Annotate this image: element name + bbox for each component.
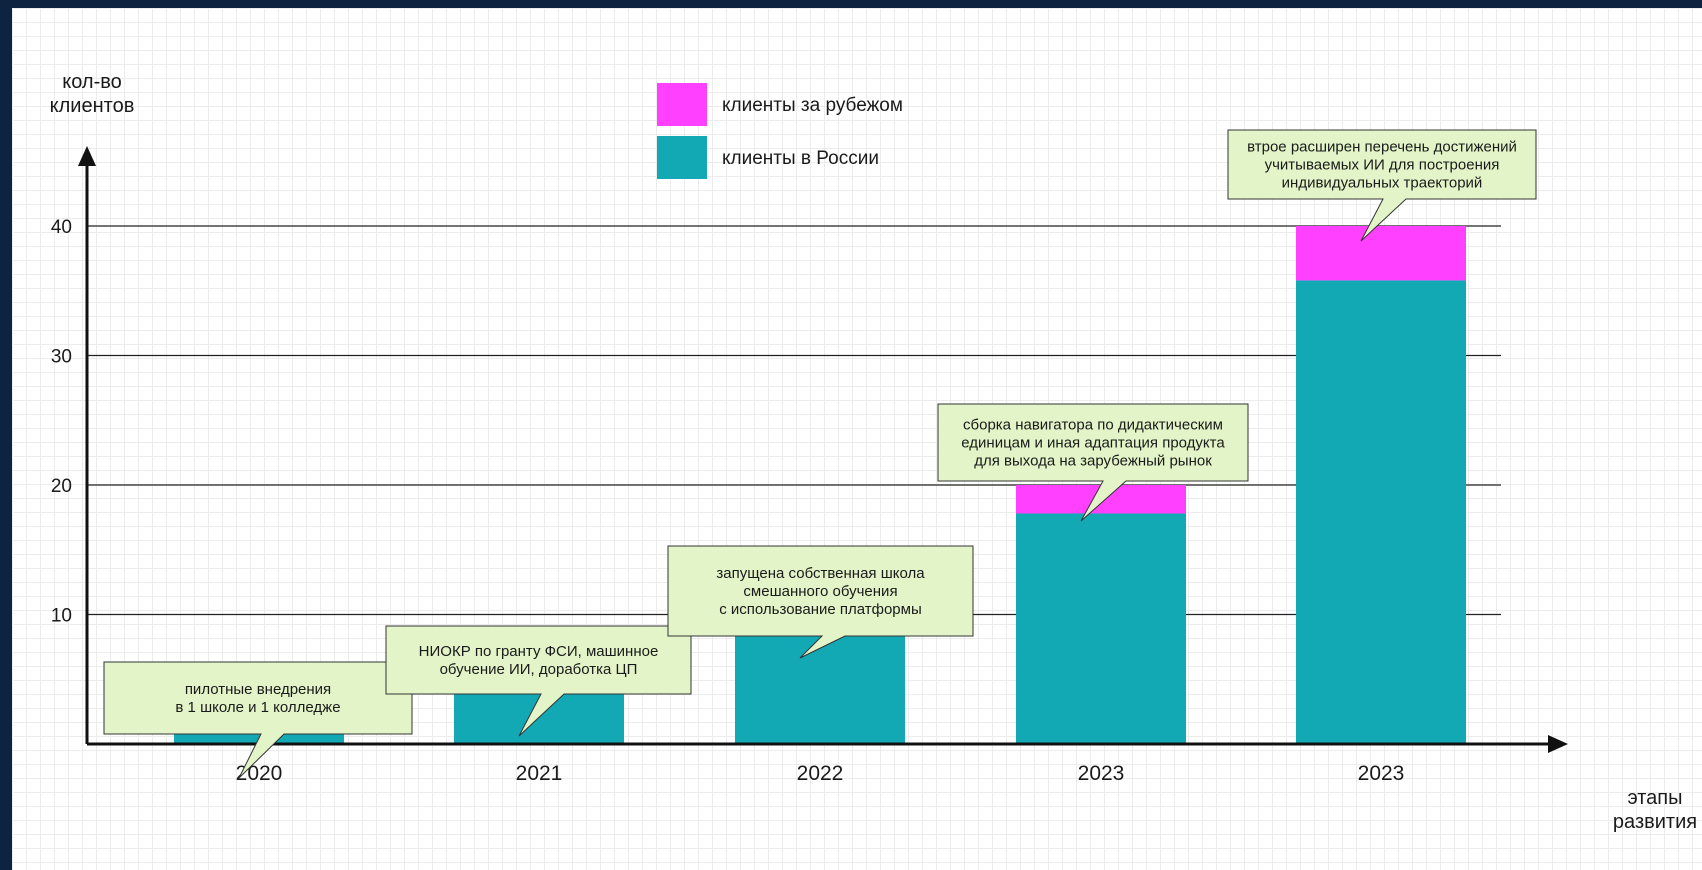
legend-label-abroad: клиенты за рубежом <box>722 95 903 116</box>
bar-russia-4 <box>1296 280 1466 744</box>
x-tick-label: 2021 <box>516 762 563 785</box>
bar-abroad-4 <box>1296 226 1466 281</box>
y-axis-title: кол-во клиентов <box>50 71 135 117</box>
legend-label-russia: клиенты в России <box>722 148 879 169</box>
callout-box-0 <box>103 661 413 779</box>
legend-swatch-abroad <box>657 83 707 126</box>
x-tick-label: 2022 <box>797 762 844 785</box>
callout-text-4: втрое расширен перечень достижений учитыв… <box>1247 139 1517 192</box>
callout-box-2 <box>667 545 974 659</box>
x-axis-arrow <box>1548 735 1568 753</box>
legend-swatch-russia <box>657 136 707 179</box>
callout-text-2: запущена собственная школа смешанного обу… <box>716 565 925 618</box>
x-tick-label: 2023 <box>1078 762 1125 785</box>
callout-text-0: пилотные внедрения в 1 школе и 1 колледже <box>175 681 340 716</box>
callout-box-4 <box>1227 129 1537 242</box>
y-tick-label: 30 <box>51 347 72 368</box>
x-tick-label: 2023 <box>1358 762 1405 785</box>
callout-text-1: НИОКР по гранту ФСИ, машинное обучение ИИ… <box>419 643 659 678</box>
bar-russia-3 <box>1016 513 1186 744</box>
x-axis-title: этапы развития <box>1613 787 1697 833</box>
callout-box-3 <box>937 403 1249 522</box>
y-tick-label: 40 <box>51 217 72 238</box>
callout-box-1 <box>385 625 692 737</box>
callout-text-3: сборка навигатора по дидактическим единиц… <box>961 417 1225 470</box>
y-tick-label: 10 <box>51 606 72 627</box>
y-tick-label: 20 <box>51 476 72 497</box>
chart-canvas: 10 20 30 40 2020 2021 2022 2023 2023 кол-во клиент… <box>12 8 1702 870</box>
y-axis-arrow <box>78 146 96 166</box>
